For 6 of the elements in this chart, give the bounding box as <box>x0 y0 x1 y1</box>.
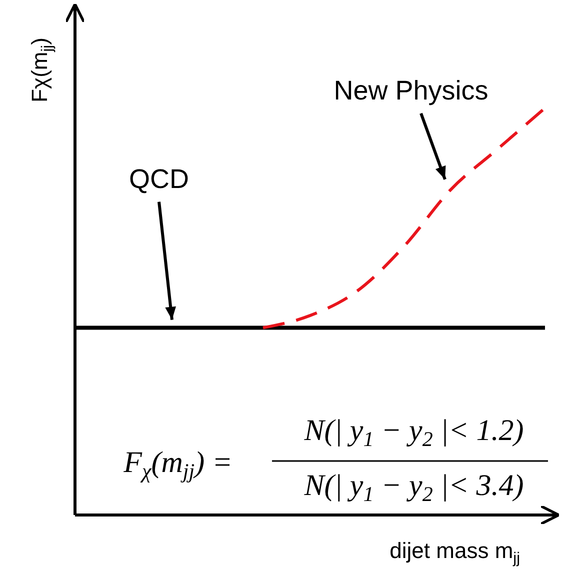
series-label: New Physics <box>334 75 488 106</box>
annotation: N(| y$_{1}$ − y$_{2}$ |< 1.2) <box>303 414 524 452</box>
x-axis-title: dijet mass m$_{jj}$ <box>390 538 520 566</box>
annotation: N(| y$_{1}$ − y$_{2}$ |< 3.4) <box>303 469 524 506</box>
text: QCD <box>129 164 189 194</box>
annotation: F$_{χ}$(m$_{jj}$) = <box>122 446 232 484</box>
